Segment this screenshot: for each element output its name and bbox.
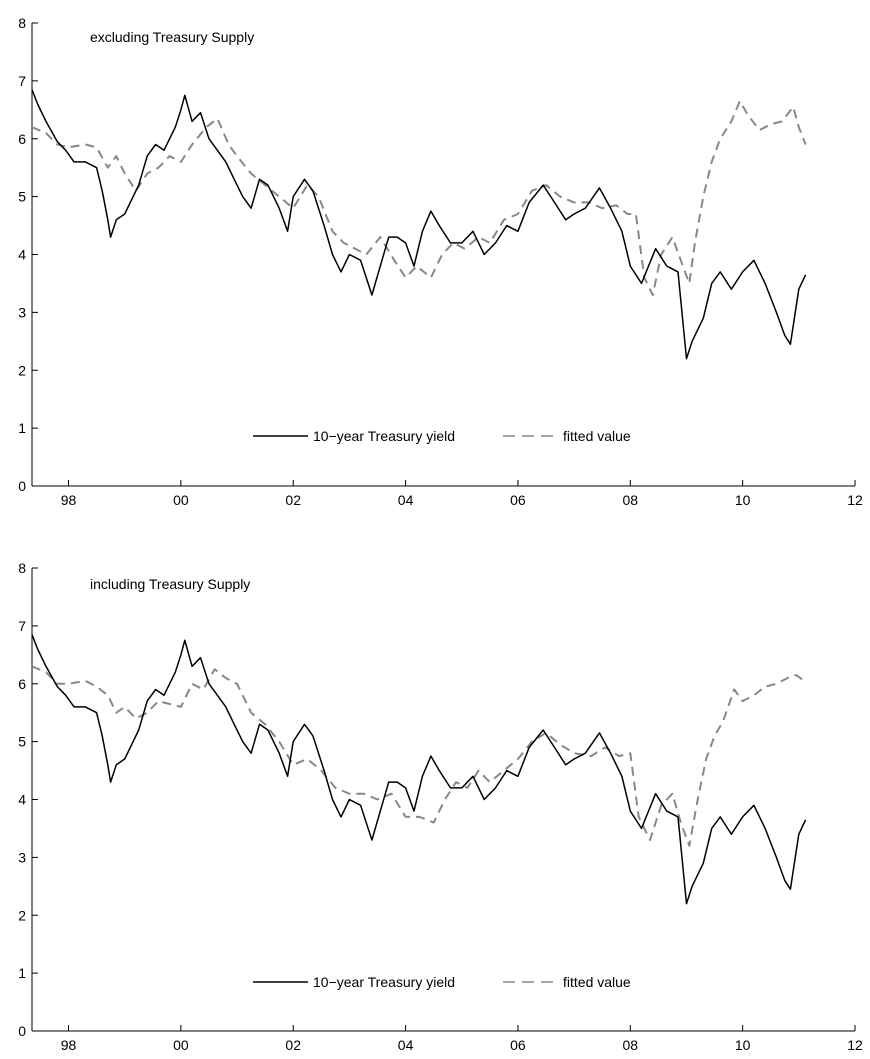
- x-tick-label: 08: [623, 1037, 639, 1053]
- x-tick-label: 00: [173, 1037, 189, 1053]
- y-tick-label: 3: [18, 849, 26, 865]
- series-line-fitted-value: [31, 100, 807, 296]
- y-tick-label: 8: [18, 15, 26, 31]
- legend-label-fitted: fitted value: [563, 974, 631, 990]
- panel-annotation: excluding Treasury Supply: [90, 29, 254, 45]
- y-tick-label: 7: [18, 618, 26, 634]
- legend-label-fitted: fitted value: [563, 428, 631, 444]
- x-tick-label: 02: [285, 1037, 301, 1053]
- y-tick-label: 5: [18, 189, 26, 205]
- x-tick-label: 04: [398, 1037, 414, 1053]
- x-tick-label: 00: [173, 492, 189, 508]
- legend-label-yield: 10−year Treasury yield: [313, 428, 455, 444]
- legend: 10−year Treasury yield fitted value: [253, 428, 631, 444]
- x-tick-label: 02: [285, 492, 301, 508]
- legend-label-yield: 10−year Treasury yield: [313, 974, 455, 990]
- x-tick-label: 98: [61, 492, 77, 508]
- legend: 10−year Treasury yield fitted value: [253, 974, 631, 990]
- series-layer: [31, 89, 807, 360]
- series-layer: [31, 634, 807, 905]
- x-tick-label: 04: [398, 492, 414, 508]
- y-tick-label: 5: [18, 734, 26, 750]
- y-tick-label: 8: [18, 560, 26, 576]
- y-tick-label: 7: [18, 73, 26, 89]
- x-tick-label: 98: [61, 1037, 77, 1053]
- y-tick-label: 4: [18, 247, 26, 263]
- y-tick-label: 4: [18, 792, 26, 808]
- y-tick-label: 1: [18, 420, 26, 436]
- y-tick-label: 2: [18, 907, 26, 923]
- x-tick-label: 12: [847, 492, 863, 508]
- x-tick-label: 10: [735, 492, 751, 508]
- y-tick-label: 0: [18, 478, 26, 494]
- x-tick-label: 06: [510, 492, 526, 508]
- x-tick-label: 10: [735, 1037, 751, 1053]
- y-tick-label: 2: [18, 362, 26, 378]
- series-line-fitted-value: [31, 665, 805, 847]
- series-line-treasury-yield: [31, 634, 807, 905]
- panel-annotation: including Treasury Supply: [90, 576, 250, 592]
- y-tick-label: 6: [18, 131, 26, 147]
- x-tick-label: 12: [847, 1037, 863, 1053]
- y-tick-label: 1: [18, 965, 26, 981]
- y-tick-label: 3: [18, 304, 26, 320]
- y-tick-label: 0: [18, 1023, 26, 1039]
- x-tick-label: 08: [623, 492, 639, 508]
- y-tick-label: 6: [18, 676, 26, 692]
- series-line-treasury-yield: [31, 89, 807, 360]
- x-tick-label: 06: [510, 1037, 526, 1053]
